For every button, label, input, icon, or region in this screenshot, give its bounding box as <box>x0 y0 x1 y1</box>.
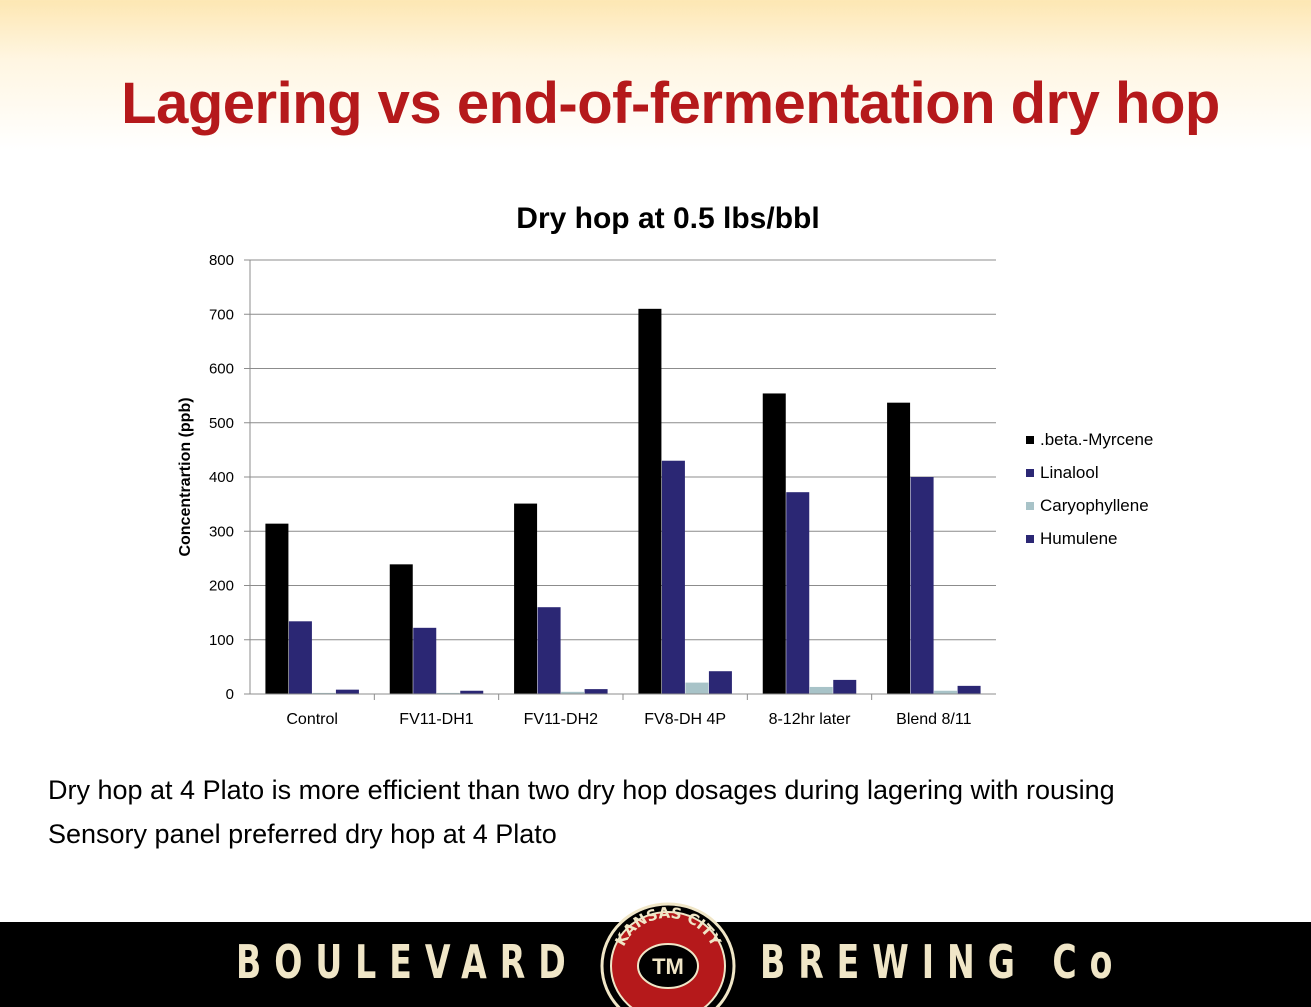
y-tick-label: 600 <box>209 361 234 378</box>
category-label: 8-12hr later <box>769 711 851 728</box>
slide-title: Lagering vs end-of-fermentation dry hop <box>121 71 1220 136</box>
bar <box>833 679 857 694</box>
bullet-list: Dry hop at 4 Plato is more efficient tha… <box>48 768 1115 856</box>
category-label: FV8-DH 4P <box>644 711 726 728</box>
bar <box>661 460 685 694</box>
bar <box>584 689 608 694</box>
bar <box>762 393 786 694</box>
bar <box>288 621 312 694</box>
brand-name-left: BOULEVARD <box>236 935 579 989</box>
legend-swatch <box>1026 436 1034 444</box>
legend: .beta.-Myrcene Linalool Caryophyllene Humul… <box>1026 430 1153 548</box>
y-tick-label: 100 <box>209 632 234 649</box>
legend-swatch <box>1026 502 1034 510</box>
bar <box>389 564 413 694</box>
bar <box>957 685 981 694</box>
bar <box>638 308 662 694</box>
legend-swatch <box>1026 469 1034 477</box>
legend-label: Caryophyllene <box>1040 496 1149 515</box>
bar <box>514 503 538 694</box>
bar <box>537 607 561 694</box>
bar <box>413 627 437 694</box>
brand-name-right: BREWING Co <box>760 935 1126 989</box>
logo-center-text: TM <box>652 954 684 979</box>
bar <box>436 692 460 694</box>
bullet-item: Sensory panel preferred dry hop at 4 Pla… <box>48 819 557 849</box>
y-tick-label: 200 <box>209 578 234 595</box>
y-tick-label: 300 <box>209 523 234 540</box>
legend-label: .beta.-Myrcene <box>1040 430 1153 449</box>
brewery-logo: KANSAS CITY TM <box>600 902 736 1007</box>
bar-chart: Dry hop at 0.5 lbs/bbl Concentrartion (p… <box>177 202 1153 728</box>
y-axis-label: Concentrartion (ppb) <box>177 397 194 556</box>
bar <box>265 523 289 694</box>
legend-swatch <box>1026 535 1034 543</box>
legend-label: Linalool <box>1040 463 1099 482</box>
bar <box>335 689 359 694</box>
bar <box>786 492 810 694</box>
category-label: Blend 8/11 <box>896 711 971 728</box>
category-label: Control <box>286 711 338 728</box>
bar <box>934 690 958 694</box>
category-label: FV11-DH2 <box>524 711 598 728</box>
y-tick-label: 400 <box>209 469 234 486</box>
bar <box>910 477 934 694</box>
axis-layer: 0 100 200 300 400 500 600 700 800 Control FV11-DH1… <box>209 252 996 728</box>
bar <box>561 691 585 694</box>
y-tick-label: 0 <box>226 686 234 703</box>
bar <box>809 686 833 694</box>
y-tick-label: 800 <box>209 252 234 269</box>
bar <box>312 692 336 694</box>
category-label: FV11-DH1 <box>399 711 473 728</box>
chart-title: Dry hop at 0.5 lbs/bbl <box>516 202 819 235</box>
bullet-item: Dry hop at 4 Plato is more efficient tha… <box>48 775 1115 805</box>
bar <box>887 402 911 694</box>
y-tick-label: 500 <box>209 415 234 432</box>
y-tick-label: 700 <box>209 306 234 323</box>
bar <box>685 682 709 694</box>
bar <box>708 671 732 694</box>
legend-label: Humulene <box>1040 529 1118 548</box>
bars-layer <box>265 308 981 694</box>
bar <box>460 690 484 694</box>
grid-layer <box>250 259 996 641</box>
